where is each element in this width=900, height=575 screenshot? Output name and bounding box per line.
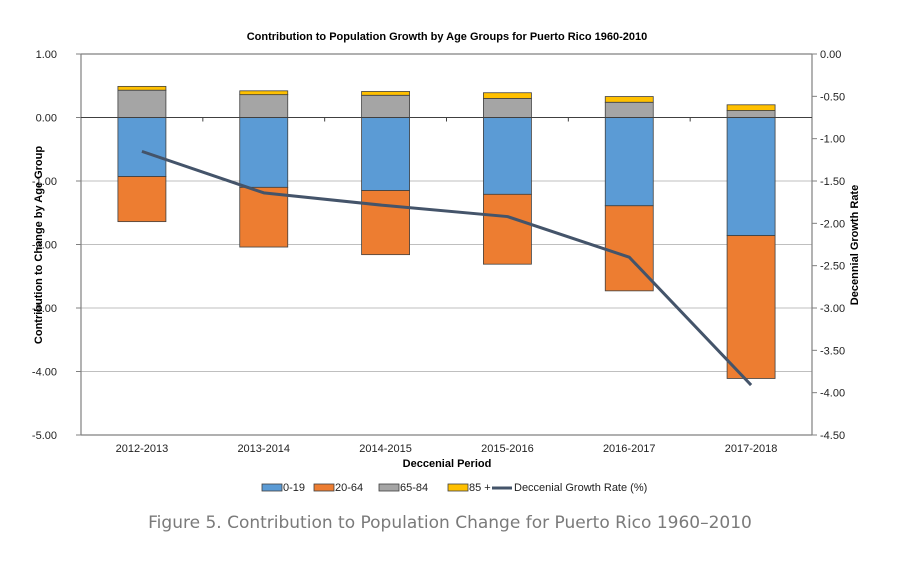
bar-85-2014-2015 bbox=[361, 91, 410, 96]
y2-tick-label: -3.00 bbox=[820, 303, 845, 315]
y2-tick-label: 0.00 bbox=[820, 49, 841, 61]
y-tick-label: 1.00 bbox=[36, 49, 57, 61]
chart: Contribution to Population Growth by Age… bbox=[32, 31, 861, 494]
bar-0-19-2012-2013 bbox=[117, 117, 167, 177]
bar-65-84-2014-2015 bbox=[361, 94, 410, 118]
y-axis-title: Contribution to Change by Age Group bbox=[33, 146, 45, 344]
x-tick-label: 2013-2014 bbox=[237, 443, 290, 455]
y-tick-label: -1.00 bbox=[32, 176, 57, 188]
legend-swatch-85 bbox=[447, 483, 469, 492]
x-tick-label: 2017-2018 bbox=[725, 443, 778, 455]
x-axis-ticks: 2012-2013 2013-2014 2014-2015 2015-2016 2016… bbox=[116, 443, 778, 455]
y-tick-label: -4.00 bbox=[32, 367, 57, 379]
bars bbox=[117, 85, 776, 379]
right-axis-ticks: 0.00 -0.50 -1.00 -1.50 -2.00 -2.50 -3.00 -3.50 -… bbox=[812, 49, 845, 442]
y2-tick-label: -1.00 bbox=[820, 134, 845, 146]
bar-65-84-2013-2014 bbox=[239, 94, 289, 118]
bar-20-64-2016-2017 bbox=[604, 205, 654, 292]
bar-20-64-2015-2016 bbox=[483, 193, 532, 265]
y-tick-label: -5.00 bbox=[32, 430, 57, 442]
bar-85-2012-2013 bbox=[117, 85, 167, 91]
bar-65-84-2012-2013 bbox=[117, 89, 167, 118]
left-axis-ticks: 1.00 0.00 -1.00 -2.00 -3.00 -4.00 -5.00 bbox=[32, 49, 81, 442]
bar-85-2013-2014 bbox=[239, 90, 289, 96]
chart-title: Contribution to Population Growth by Age… bbox=[247, 31, 648, 43]
y2-tick-label: -3.50 bbox=[820, 345, 845, 357]
x-tick-label: 2014-2015 bbox=[359, 443, 412, 455]
bar-65-84-2017-2018 bbox=[726, 110, 776, 118]
legend-label: 0-19 bbox=[283, 482, 305, 494]
y2-tick-label: -2.00 bbox=[820, 218, 845, 230]
bar-0-19-2015-2016 bbox=[483, 117, 532, 195]
bar-0-19-2017-2018 bbox=[726, 117, 776, 237]
bar-85-2016-2017 bbox=[604, 96, 654, 103]
bar-0-19-2016-2017 bbox=[604, 117, 654, 207]
legend-swatch-20-64 bbox=[313, 483, 335, 492]
legend-label: 85 + bbox=[469, 482, 491, 494]
bar-0-19-2014-2015 bbox=[361, 117, 410, 191]
y2-tick-label: -0.50 bbox=[820, 91, 845, 103]
x-tick-label: 2016-2017 bbox=[603, 443, 656, 455]
y-tick-label: -3.00 bbox=[32, 303, 57, 315]
bar-20-64-2017-2018 bbox=[726, 235, 776, 379]
legend-swatch-65-84 bbox=[378, 483, 400, 492]
legend: 0-19 20-64 65-84 85 + Deccenial Growth Rate … bbox=[261, 482, 647, 494]
bar-20-64-2014-2015 bbox=[361, 190, 410, 256]
legend-label: Deccenial Growth Rate (%) bbox=[514, 482, 647, 494]
x-tick-label: 2012-2013 bbox=[116, 443, 169, 455]
y2-axis-title: Decennial Growth Rate bbox=[849, 185, 861, 305]
bar-65-84-2016-2017 bbox=[604, 101, 654, 118]
y2-tick-label: -1.50 bbox=[820, 176, 845, 188]
legend-label: 65-84 bbox=[400, 482, 428, 494]
bar-85-2017-2018 bbox=[726, 104, 776, 111]
x-tick-label: 2015-2016 bbox=[481, 443, 534, 455]
x-axis-title: Deccenial Period bbox=[403, 458, 492, 470]
y2-tick-label: -4.00 bbox=[820, 388, 845, 400]
growth-rate-line-group bbox=[141, 149, 753, 387]
bar-0-19-2013-2014 bbox=[239, 117, 289, 188]
bar-65-84-2015-2016 bbox=[483, 98, 532, 118]
y2-tick-label: -2.50 bbox=[820, 261, 845, 273]
bar-20-64-2013-2014 bbox=[239, 186, 289, 248]
y-tick-label: 0.00 bbox=[36, 113, 57, 125]
growth-rate-line bbox=[141, 149, 753, 387]
legend-label: 20-64 bbox=[335, 482, 363, 494]
legend-swatch-0-19 bbox=[261, 483, 283, 492]
bar-85-2015-2016 bbox=[483, 92, 532, 99]
y2-tick-label: -4.50 bbox=[820, 430, 845, 442]
gridlines bbox=[81, 180, 812, 372]
y-tick-label: -2.00 bbox=[32, 240, 57, 252]
figure-caption: Figure 5. Contribution to Population Cha… bbox=[148, 513, 752, 533]
bar-20-64-2012-2013 bbox=[117, 176, 167, 223]
